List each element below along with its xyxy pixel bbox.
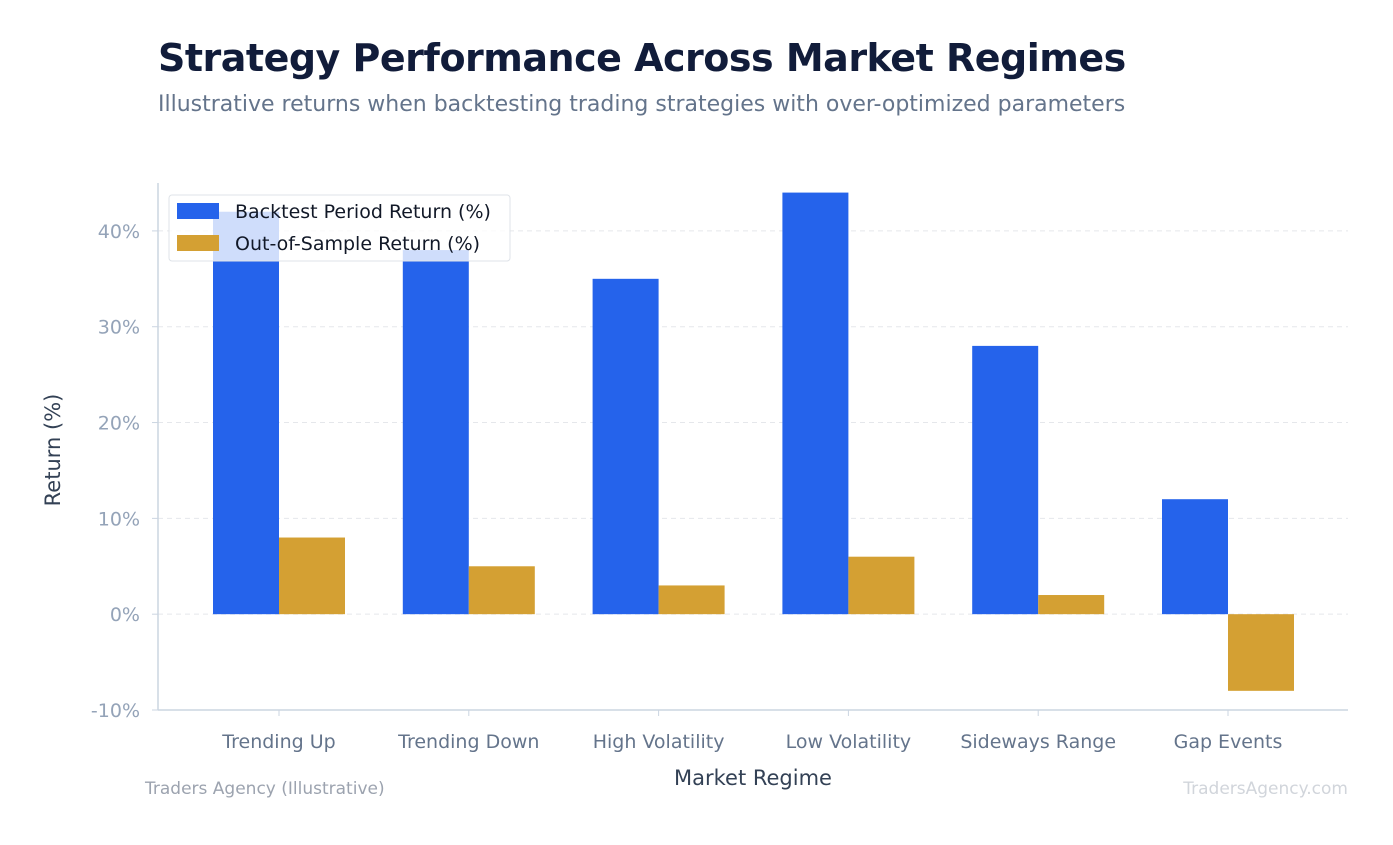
y-tick-label: 20% — [98, 413, 140, 435]
bar-backtest — [1162, 499, 1228, 615]
x-tick-label: Trending Up — [221, 731, 335, 753]
bar-out-of-sample — [848, 556, 915, 615]
bar-backtest — [972, 345, 1039, 615]
watermark: TradersAgency.com — [1183, 779, 1348, 799]
bar-out-of-sample — [279, 537, 345, 615]
y-tick-label: 0% — [110, 604, 140, 626]
x-tick-label: Trending Down — [397, 731, 539, 753]
chart-subtitle: Illustrative returns when backtesting tr… — [158, 92, 1126, 117]
legend-swatch — [177, 235, 219, 251]
legend-label: Backtest Period Return (%) — [235, 201, 491, 223]
bar-out-of-sample — [1038, 595, 1105, 615]
bar-backtest — [402, 250, 469, 615]
x-axis-label: Market Regime — [674, 766, 832, 790]
chart-title: Strategy Performance Across Market Regim… — [158, 36, 1126, 80]
x-tick-label: Gap Events — [1174, 731, 1283, 753]
x-tick-label: Sideways Range — [960, 731, 1116, 753]
x-tick-label: Low Volatility — [786, 731, 912, 753]
x-tick-label: High Volatility — [593, 731, 725, 753]
y-tick-label: 10% — [98, 508, 140, 530]
bar-out-of-sample — [658, 585, 725, 615]
y-tick-label: 30% — [98, 317, 140, 339]
bar-backtest — [592, 278, 659, 615]
bar-backtest — [213, 211, 279, 615]
y-tick-label: -10% — [91, 700, 140, 722]
y-axis-label: Return (%) — [41, 394, 65, 507]
source-label: Traders Agency (Illustrative) — [145, 779, 385, 799]
y-tick-label: 40% — [98, 221, 140, 243]
legend-label: Out-of-Sample Return (%) — [235, 233, 480, 255]
legend — [168, 194, 511, 262]
legend-swatch — [177, 203, 219, 219]
bar-backtest — [782, 192, 849, 615]
bar-out-of-sample — [468, 566, 535, 615]
bar-out-of-sample — [1228, 614, 1294, 691]
